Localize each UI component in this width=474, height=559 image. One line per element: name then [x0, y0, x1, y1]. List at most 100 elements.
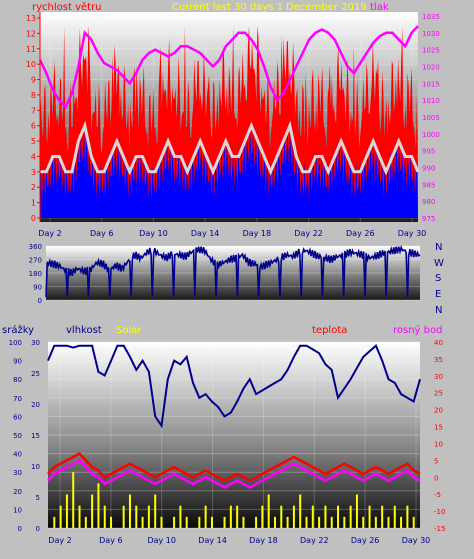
bottom-rain-tick-label: 20	[31, 401, 40, 409]
series-tlak	[38, 25, 419, 110]
bottom-left-tick-label: 40	[13, 451, 22, 459]
top-right-tick-label: 985	[422, 181, 435, 189]
rain-label: srážky	[2, 324, 34, 336]
bottom-left-tick-label: 10	[13, 506, 22, 514]
bottom-left-tick-label: 90	[13, 358, 22, 366]
bottom-left-tick-label: 100	[9, 339, 22, 347]
series-vlhkost	[47, 344, 421, 429]
mid-left-axis-ticks: 0 90 180 270 360	[29, 243, 42, 305]
series-teplota	[47, 452, 421, 483]
bottom-right-tick-label: 35	[434, 356, 443, 364]
top-right-tick-label: 1015	[422, 80, 440, 88]
mid-left-tick-label: 360	[29, 243, 42, 251]
bottom-left-tick-label: 80	[13, 376, 22, 384]
wind-direction-chart: 0 90 180 270 360 N W S E N	[29, 242, 444, 316]
top-left-tick-label: 1	[31, 199, 36, 208]
top-left-tick-label: 11	[26, 45, 36, 54]
bottom-x-tick-label: Day 30	[402, 536, 431, 545]
bottom-right-tick-label: -10	[434, 508, 445, 516]
top-left-tick-label: 9	[31, 76, 36, 85]
bottom-rain-tick-label: 15	[31, 432, 40, 440]
bottom-rain-tick-label: 10	[31, 463, 40, 471]
top-left-tick-label: 8	[31, 91, 36, 100]
bottom-right-tick-label: 10	[434, 440, 443, 448]
top-left-tick-label: 4	[31, 152, 36, 161]
bottom-left-tick-label: 0	[18, 525, 22, 533]
direction-label-n-top: N	[435, 242, 442, 253]
pressure-label: tlak	[370, 2, 389, 13]
bottom-right-axis-ticks: -15 -10 -5 0 5 10 15 20 25 30 35 40	[434, 339, 445, 533]
top-right-tick-label: 1005	[422, 114, 440, 122]
bottom-x-tick-label: Day 10	[147, 536, 176, 545]
top-left-tick-label: 10	[26, 60, 36, 69]
top-right-tick-label: 1000	[422, 131, 440, 139]
top-right-tick-label: 995	[422, 148, 435, 156]
chart-title: Current last 30 days 1 December 2019	[172, 2, 367, 13]
wind-pressure-chart: rychlost větru Current last 30 days 1 De…	[26, 1, 440, 238]
temp-label: teplota	[312, 325, 347, 336]
bottom-right-tick-label: 0	[434, 474, 438, 482]
bottom-x-tick-label: Day 14	[198, 536, 227, 545]
bottom-series	[47, 344, 421, 528]
top-x-tick-label: Day 14	[191, 229, 220, 238]
top-right-axis-ticks: 975 980 985 990 995 1000 1005 1010 1015 1020 1025 1…	[422, 13, 440, 223]
bottom-rain-tick-label: 30	[31, 339, 40, 347]
top-right-tick-label: 990	[422, 165, 435, 173]
bottom-rain-axis-ticks: 0 5 10 15 20 25 30	[31, 339, 40, 533]
top-left-tick-label: 3	[31, 168, 36, 177]
mid-left-tick-label: 90	[33, 284, 42, 292]
top-left-tick-label: 2	[31, 183, 36, 192]
bottom-x-tick-label: Day 6	[99, 536, 122, 545]
wind-average-area	[40, 126, 418, 218]
bottom-x-tick-label: Day 18	[249, 536, 278, 545]
top-x-tick-label: Day 18	[243, 229, 272, 238]
bottom-grid	[48, 341, 420, 529]
top-series	[38, 25, 420, 219]
bottom-right-tick-label: -5	[434, 491, 441, 499]
top-right-tick-label: 1010	[422, 97, 440, 105]
dew-label: rosný bod	[393, 324, 442, 336]
bottom-left-tick-label: 50	[13, 432, 22, 440]
top-x-tick-label: Day 6	[90, 229, 113, 238]
direction-label-n-bottom: N	[435, 305, 442, 316]
top-left-tick-label: 13	[26, 14, 36, 23]
direction-label-e: E	[435, 289, 441, 300]
bottom-x-tick-label: Day 26	[351, 536, 380, 545]
humidity-label: vlhkost	[66, 325, 102, 336]
bottom-left-tick-label: 60	[13, 413, 22, 421]
bottom-left-axis-ticks: 0 10 20 30 40 50 60 70 80 90 100	[9, 339, 22, 533]
series-rosny-bod	[47, 458, 421, 489]
humidity-temperature-chart: srážky vlhkost Solar teplota rosný bod 0…	[2, 324, 445, 545]
bottom-right-tick-label: 5	[434, 457, 438, 465]
top-right-tick-label: 1025	[422, 47, 440, 55]
bottom-x-axis-ticks: Day 2 Day 6 Day 10 Day 14 Day 18 Day 22 Day 26…	[48, 536, 430, 545]
series-rychlost-vetru	[40, 120, 420, 176]
bottom-left-tick-label: 70	[13, 395, 22, 403]
bottom-x-tick-label: Day 22	[300, 536, 329, 545]
mid-left-tick-label: 270	[29, 257, 42, 265]
direction-label-w: W	[434, 258, 444, 269]
top-x-tick-label: Day 26	[346, 229, 375, 238]
bottom-rain-tick-label: 25	[31, 370, 40, 378]
wind-label: rychlost větru	[32, 1, 102, 13]
top-x-tick-label: Day 10	[139, 229, 168, 238]
top-right-tick-label: 980	[422, 198, 435, 206]
top-right-tick-label: 975	[422, 215, 435, 223]
mid-left-tick-label: 180	[29, 270, 42, 278]
mid-series	[45, 244, 421, 298]
series-wind-direction	[45, 244, 421, 298]
top-left-tick-label: 7	[31, 106, 36, 115]
bottom-left-tick-label: 30	[13, 469, 22, 477]
bottom-plot-area	[48, 342, 420, 528]
bottom-rain-tick-label: 5	[36, 494, 40, 502]
top-left-tick-label: 12	[26, 29, 36, 38]
top-x-tick-label: Day 30	[398, 229, 427, 238]
solar-label: Solar	[116, 325, 142, 336]
top-x-tick-label: Day 22	[294, 229, 323, 238]
bottom-rain-tick-label: 0	[36, 525, 40, 533]
bottom-right-tick-label: 15	[434, 424, 443, 432]
top-right-tick-label: 1030	[422, 30, 440, 38]
bottom-right-tick-label: 20	[434, 407, 443, 415]
top-left-tick-label: 5	[31, 137, 36, 146]
